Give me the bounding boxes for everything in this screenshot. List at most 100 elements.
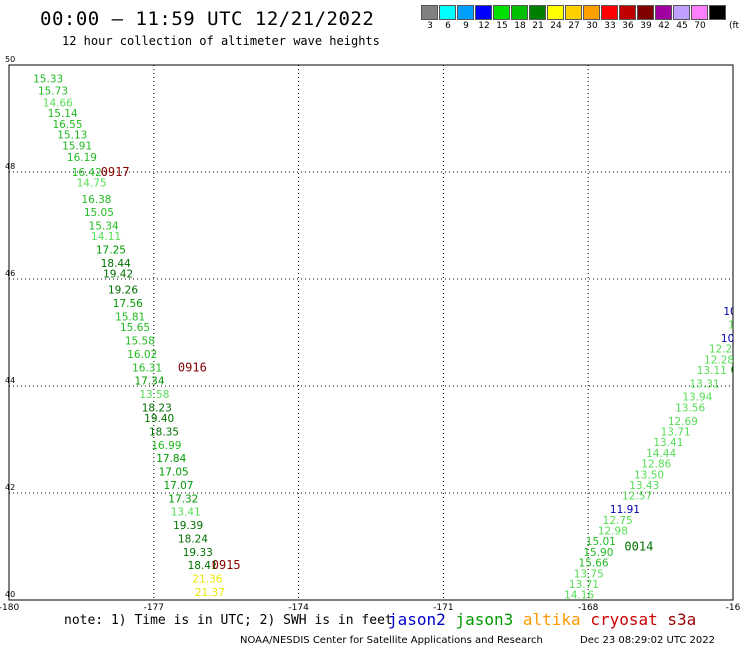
y-tick-label: 42 <box>5 483 15 492</box>
wave-height-label: 14.75 <box>77 178 107 190</box>
wave-height-label: 15.34 <box>89 221 119 233</box>
wave-height-label: 12.22 <box>709 344 739 356</box>
color-scale-cell <box>565 5 582 20</box>
wave-height-label: 21.36 <box>192 574 222 586</box>
wave-height-label: 15.73 <box>38 86 68 98</box>
wave-height-label: 13.56 <box>675 402 705 414</box>
color-scale-label: 12 <box>478 21 490 31</box>
credit-line: NOAA/NESDIS Center for Satellite Applica… <box>240 635 543 646</box>
footnote: note: 1) Time is in UTC; 2) SWH is in fe… <box>64 613 393 628</box>
color-scale-label: 9 <box>463 21 469 31</box>
wave-height-label: 16.02 <box>127 349 157 361</box>
wave-height-label: 12.57 <box>622 491 652 503</box>
color-scale-cell <box>511 5 528 20</box>
wave-height-label: 17.32 <box>168 493 198 505</box>
time-label: 0917 <box>101 165 130 179</box>
wave-height-label: 12.75 <box>603 515 633 527</box>
color-scale-unit: (ft) <box>729 21 740 31</box>
wave-height-label: 12. <box>728 319 740 331</box>
wave-height-label: 16.38 <box>81 194 111 206</box>
color-scale-label: 24 <box>550 21 562 31</box>
wave-height-label: 14.11 <box>91 231 121 243</box>
mission-cryosat: cryosat <box>590 610 668 629</box>
wave-height-label: 16.19 <box>67 152 97 164</box>
wave-height-label: 18.35 <box>149 426 179 438</box>
x-tick-label: -168 <box>578 603 599 613</box>
wave-height-label: 15.81 <box>115 311 145 323</box>
wave-height-label: 15.01 <box>586 536 616 548</box>
generation-timestamp: Dec 23 08:29:02 UTC 2022 <box>580 635 715 646</box>
wave-height-label: 19.42 <box>103 269 133 281</box>
plot-frame <box>8 64 734 601</box>
color-scale-label: 6 <box>445 21 451 31</box>
y-tick-label: 46 <box>5 269 15 278</box>
time-label: 0014 <box>624 540 653 554</box>
wave-height-label: 13.11 <box>697 365 727 377</box>
wave-height-label: 13.58 <box>139 389 169 401</box>
color-scale-label: 70 <box>694 21 706 31</box>
color-scale-label: 18 <box>514 21 526 31</box>
color-scale-cell <box>529 5 546 20</box>
time-label: 0X <box>731 363 740 377</box>
color-scale-cell <box>691 5 708 20</box>
wave-height-label: 12.69 <box>668 416 698 428</box>
x-tick-label: -16 <box>726 603 740 613</box>
wave-height-label: 14.66 <box>43 97 73 109</box>
color-scale-cell <box>601 5 618 20</box>
color-scale-cell <box>547 5 564 20</box>
data-label-group: 15.3315.7314.6615.1416.5515.1315.9116.19… <box>33 73 740 644</box>
color-scale-label: 3 <box>427 21 433 31</box>
wave-height-label: 13.41 <box>171 507 201 519</box>
wave-height-label: 13.41 <box>653 437 683 449</box>
color-scale-label: 27 <box>568 21 580 31</box>
wave-height-label: 16.42 <box>72 167 102 179</box>
wave-height-label: 15.90 <box>583 547 613 559</box>
wave-height-label: 19.26 <box>108 285 138 297</box>
wave-height-label: 17.84 <box>156 453 186 465</box>
wave-height-label: 14.44 <box>646 448 676 460</box>
x-tick-label: -180 <box>0 603 19 613</box>
wave-height-label: 12.28 <box>704 354 734 366</box>
wave-height-label: 13.31 <box>690 378 720 390</box>
color-scale-cell <box>439 5 456 20</box>
mission-s3a: s3a <box>667 610 697 629</box>
wave-height-label: 16.31 <box>132 362 162 374</box>
wave-height-label: 11.91 <box>610 504 640 516</box>
wave-height-label: 16.55 <box>52 119 82 131</box>
x-tick-label: -174 <box>288 603 309 613</box>
time-label: 0915 <box>212 558 241 572</box>
color-scale-cell <box>655 5 672 20</box>
color-scale-cell <box>493 5 510 20</box>
color-scale-label: 33 <box>604 21 616 31</box>
wave-height-label: 16.99 <box>151 440 181 452</box>
wave-height-label: 14.69 <box>542 632 572 644</box>
wave-height-label: 17.25 <box>96 245 126 257</box>
wave-height-label: 15.66 <box>579 558 609 570</box>
wave-height-label: 17.34 <box>134 376 164 388</box>
wave-height-label: 10 <box>723 306 736 318</box>
wave-height-label: 15.05 <box>84 207 114 219</box>
wave-height-label: 19.33 <box>183 547 213 559</box>
wave-height-label: 13.71 <box>569 579 599 591</box>
wave-height-label: 15.91 <box>62 140 92 152</box>
color-scale-label: 42 <box>658 21 670 31</box>
color-scale-cell <box>475 5 492 20</box>
chart-title: 00:00 – 11:59 UTC 12/21/2022 <box>40 8 375 30</box>
wave-height-label: 19.40 <box>144 413 174 425</box>
wave-height-label: 13.50 <box>634 469 664 481</box>
x-tick-label: -177 <box>144 603 164 613</box>
color-scale-label: 30 <box>586 21 598 31</box>
wave-height-label: 12.98 <box>598 525 628 537</box>
chart-subtitle: 12 hour collection of altimeter wave hei… <box>62 34 380 48</box>
wave-height-label: 17.56 <box>113 298 143 310</box>
color-scale-cell <box>709 5 726 20</box>
color-scale-label: 45 <box>676 21 688 31</box>
y-tick-label: 44 <box>5 376 15 385</box>
time-label: 0916 <box>178 360 207 374</box>
wave-height-label: 18.44 <box>101 258 131 270</box>
wave-height-label: 14.16 <box>564 590 594 602</box>
wave-height-label: 13.71 <box>661 426 691 438</box>
x-tick-label: -171 <box>433 603 453 613</box>
wave-height-label: 19.39 <box>173 520 203 532</box>
